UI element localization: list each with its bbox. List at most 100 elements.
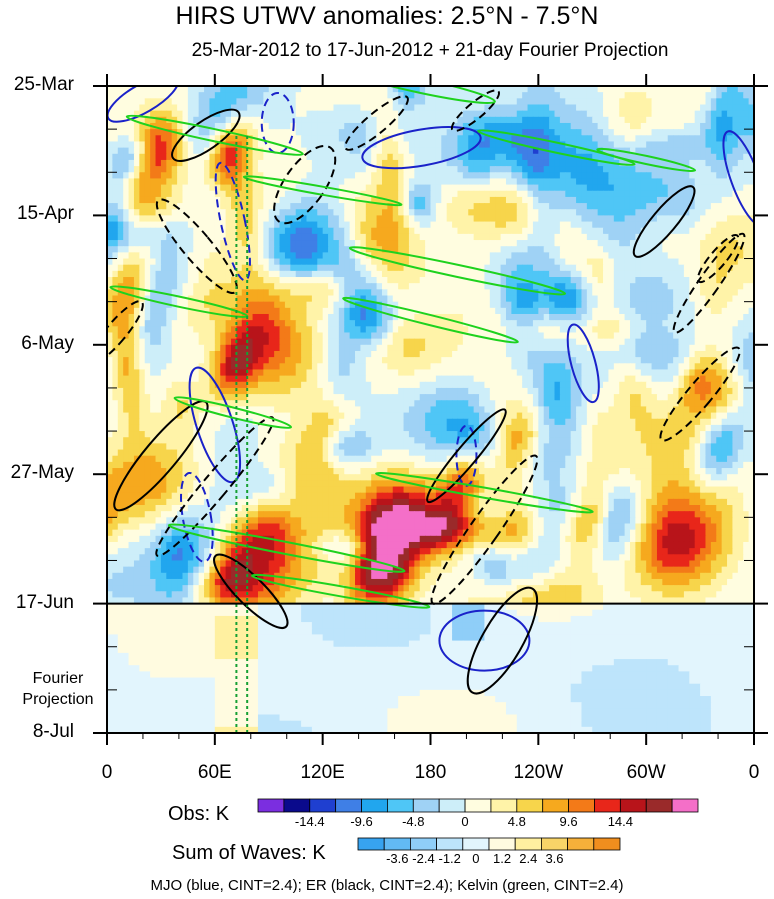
heat-cell bbox=[355, 338, 362, 346]
heat-cell bbox=[150, 141, 157, 149]
heat-cell bbox=[408, 295, 415, 303]
heat-cell bbox=[301, 190, 308, 198]
heat-cell bbox=[355, 270, 362, 278]
heat-cell bbox=[683, 240, 690, 247]
heat-cell bbox=[182, 92, 189, 99]
heat-cell bbox=[338, 159, 345, 167]
heat-cell bbox=[446, 295, 453, 303]
heat-cell bbox=[403, 233, 410, 241]
heat-cell bbox=[635, 326, 642, 334]
heat-cell bbox=[559, 147, 566, 155]
heat-cell bbox=[408, 258, 415, 266]
heat-cell bbox=[743, 86, 750, 93]
heat-cell bbox=[403, 153, 410, 161]
heat-cell bbox=[107, 326, 113, 334]
heat-cell bbox=[128, 252, 135, 260]
heat-cell bbox=[398, 283, 405, 290]
heat-cell bbox=[673, 246, 680, 253]
heat-cell bbox=[381, 116, 388, 124]
heat-cell bbox=[204, 246, 211, 253]
heat-cell bbox=[549, 289, 556, 297]
heat-cell bbox=[328, 215, 335, 223]
heat-cell bbox=[678, 209, 685, 216]
heat-cell bbox=[737, 252, 744, 260]
heat-cell bbox=[177, 166, 184, 173]
heat-cell bbox=[489, 215, 496, 223]
heat-cell bbox=[576, 92, 583, 99]
heat-cell bbox=[284, 264, 291, 272]
heat-cell bbox=[376, 172, 383, 180]
heat-cell bbox=[678, 227, 685, 235]
heat-cell bbox=[182, 258, 189, 266]
heat-cell bbox=[624, 246, 631, 253]
heat-cell bbox=[603, 184, 610, 192]
heat-cell bbox=[123, 320, 130, 327]
heat-cell bbox=[441, 338, 448, 346]
heat-cell bbox=[608, 270, 615, 278]
heat-cell bbox=[376, 141, 383, 149]
heat-cell bbox=[441, 86, 448, 93]
heat-cell bbox=[554, 190, 561, 198]
heat-cell bbox=[743, 184, 750, 192]
heat-cell bbox=[452, 215, 459, 223]
heat-cell bbox=[182, 215, 189, 223]
heat-cell bbox=[511, 122, 518, 130]
heat-cell bbox=[166, 240, 173, 247]
heat-cell bbox=[295, 135, 302, 143]
heat-cell bbox=[376, 252, 383, 260]
heat-cell bbox=[317, 258, 324, 266]
heat-cell bbox=[710, 141, 717, 149]
heat-cell bbox=[737, 258, 744, 266]
heat-cell bbox=[263, 184, 270, 192]
heat-cell bbox=[123, 332, 130, 340]
heat-cell bbox=[597, 258, 604, 266]
heat-cell bbox=[139, 258, 146, 266]
heat-cell bbox=[732, 209, 739, 216]
heat-cell bbox=[301, 332, 308, 340]
heat-cell bbox=[619, 153, 626, 161]
heat-cell bbox=[349, 233, 356, 241]
heat-cell bbox=[592, 215, 599, 223]
heat-cell bbox=[241, 264, 248, 272]
heat-cell bbox=[608, 116, 615, 124]
heat-cell bbox=[737, 129, 744, 136]
heat-cell bbox=[473, 209, 480, 216]
heat-cell bbox=[554, 258, 561, 266]
heat-cell bbox=[576, 332, 583, 340]
heat-cell bbox=[204, 307, 211, 315]
heat-cell bbox=[398, 184, 405, 192]
heat-cell bbox=[209, 110, 216, 118]
heat-cell bbox=[322, 122, 329, 130]
heat-cell bbox=[479, 190, 486, 198]
heat-cell bbox=[689, 172, 696, 180]
heat-cell bbox=[700, 233, 707, 241]
heat-cell bbox=[274, 301, 281, 309]
heat-cell bbox=[257, 270, 264, 278]
heat-cell bbox=[570, 264, 577, 272]
heat-cell bbox=[457, 190, 464, 198]
heat-cell bbox=[419, 178, 426, 186]
heat-cell bbox=[133, 246, 140, 253]
heat-cell bbox=[495, 147, 502, 155]
heat-cell bbox=[371, 270, 378, 278]
heat-cell bbox=[398, 295, 405, 303]
heat-cell bbox=[187, 122, 194, 130]
heat-cell bbox=[565, 147, 572, 155]
heat-cell bbox=[371, 258, 378, 266]
heat-cell bbox=[128, 172, 135, 180]
heat-cell bbox=[662, 258, 669, 266]
heat-cell bbox=[597, 332, 604, 340]
heat-cell bbox=[398, 190, 405, 198]
heat-cell bbox=[198, 110, 205, 118]
heat-cell bbox=[150, 92, 157, 99]
heat-cell bbox=[592, 307, 599, 315]
heat-cell bbox=[290, 209, 297, 216]
heat-cell bbox=[656, 264, 663, 272]
heat-cell bbox=[646, 122, 653, 130]
heat-cell bbox=[549, 110, 556, 118]
heat-cell bbox=[532, 159, 539, 167]
heat-cell bbox=[274, 338, 281, 346]
heat-cell bbox=[635, 92, 642, 99]
heat-cell bbox=[543, 129, 550, 136]
heat-cell bbox=[495, 233, 502, 241]
